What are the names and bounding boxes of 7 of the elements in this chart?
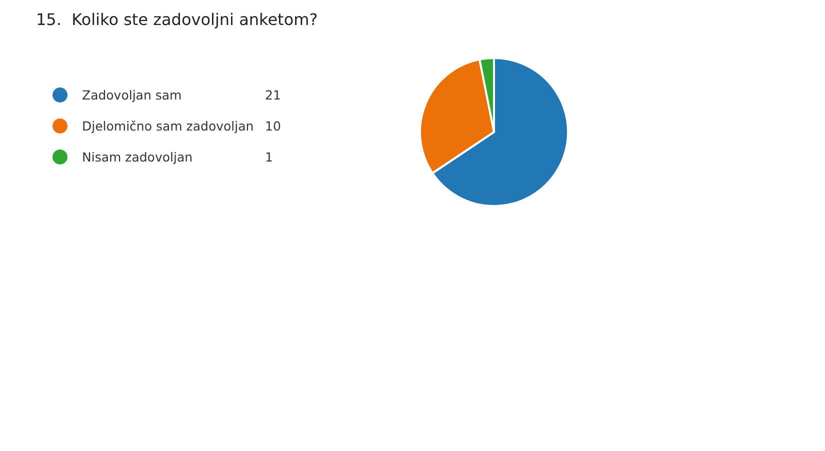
data-label: 1 — [265, 149, 273, 164]
chart-title: 15. Koliko ste zadovoljni anketom? — [36, 10, 318, 29]
legend-label: Nisam zadovoljan — [82, 149, 193, 164]
legend-label: Djelomično sam zadovoljan — [82, 118, 254, 134]
data-label: 21 — [265, 87, 281, 102]
data-label: 10 — [265, 118, 281, 134]
legend-label: Zadovoljan sam — [82, 87, 182, 102]
